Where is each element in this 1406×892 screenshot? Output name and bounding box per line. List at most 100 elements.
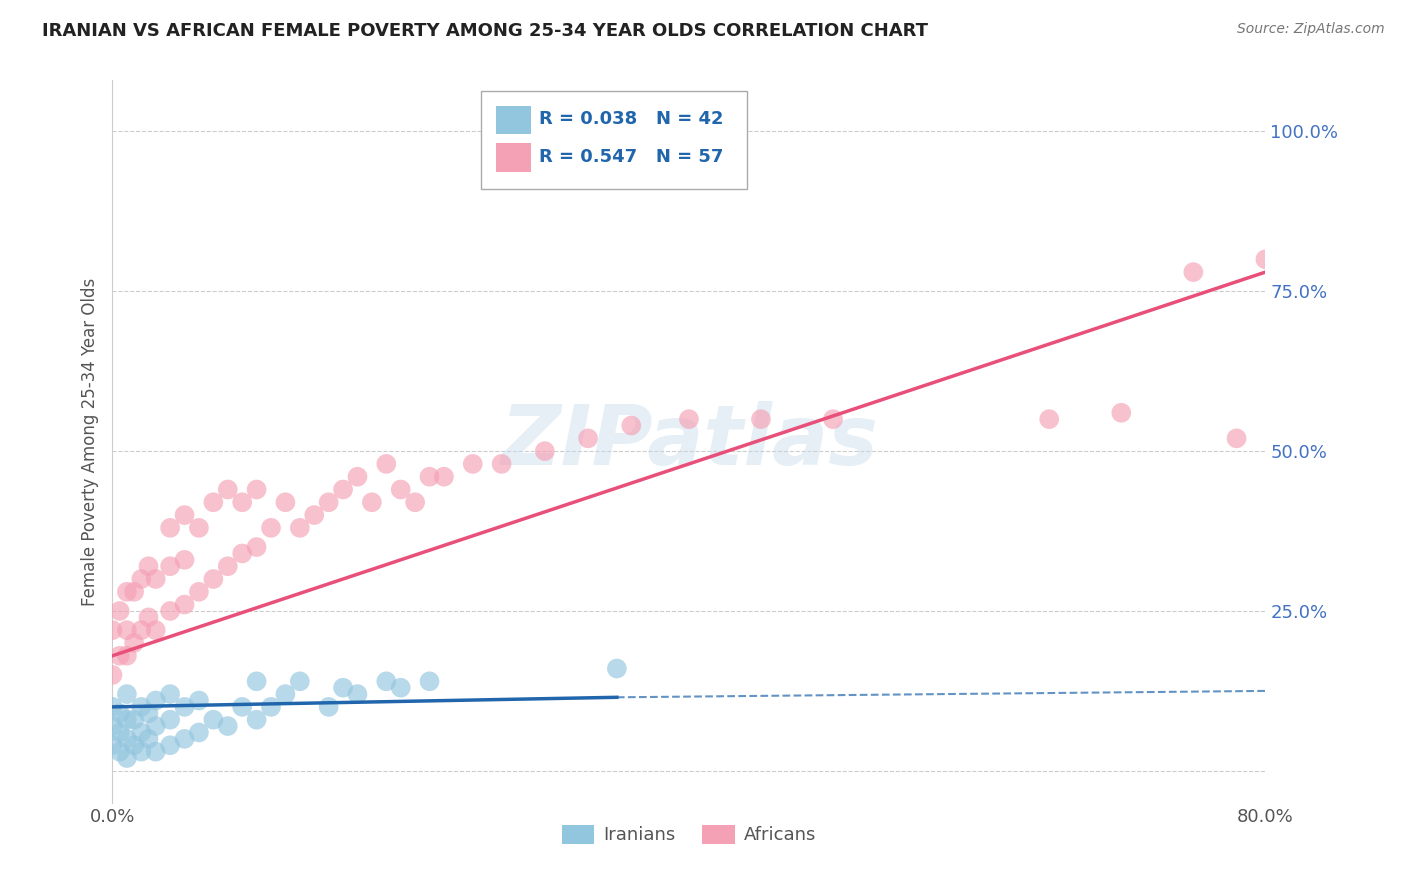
Point: [375, 674, 398, 689]
Point: [576, 431, 599, 445]
Point: [188, 584, 211, 599]
Point: [217, 719, 239, 733]
Point: [138, 559, 160, 574]
Point: [188, 725, 211, 739]
Point: [145, 693, 167, 707]
Point: [173, 598, 195, 612]
Point: [202, 495, 225, 509]
Point: [606, 661, 628, 675]
Point: [122, 713, 145, 727]
Point: [231, 546, 253, 560]
Point: [217, 559, 239, 574]
Point: [202, 713, 225, 727]
Point: [159, 559, 181, 574]
Point: [332, 681, 354, 695]
Point: [108, 648, 131, 663]
Point: [173, 731, 195, 746]
Legend: Iranians, Africans: Iranians, Africans: [554, 818, 824, 852]
Text: Source: ZipAtlas.com: Source: ZipAtlas.com: [1237, 22, 1385, 37]
Point: [138, 731, 160, 746]
Point: [145, 623, 167, 637]
Point: [1254, 252, 1277, 267]
Point: [115, 751, 138, 765]
Point: [217, 483, 239, 497]
Y-axis label: Female Poverty Among 25-34 Year Olds: Female Poverty Among 25-34 Year Olds: [80, 277, 98, 606]
Point: [346, 469, 368, 483]
Point: [821, 412, 844, 426]
Text: IRANIAN VS AFRICAN FEMALE POVERTY AMONG 25-34 YEAR OLDS CORRELATION CHART: IRANIAN VS AFRICAN FEMALE POVERTY AMONG …: [42, 22, 928, 40]
Point: [188, 521, 211, 535]
Text: R = 0.038   N = 42: R = 0.038 N = 42: [538, 111, 724, 128]
Point: [122, 584, 145, 599]
Point: [288, 674, 311, 689]
Point: [274, 687, 297, 701]
Point: [138, 706, 160, 721]
Point: [318, 699, 340, 714]
FancyBboxPatch shape: [496, 143, 531, 172]
Point: [129, 699, 153, 714]
Point: [304, 508, 326, 522]
Point: [159, 713, 181, 727]
Point: [108, 706, 131, 721]
Point: [534, 444, 557, 458]
Point: [115, 584, 138, 599]
Point: [159, 604, 181, 618]
Point: [101, 719, 124, 733]
Point: [419, 674, 441, 689]
FancyBboxPatch shape: [496, 105, 531, 135]
Point: [115, 623, 138, 637]
Point: [246, 713, 269, 727]
Point: [1226, 431, 1249, 445]
Point: [1111, 406, 1133, 420]
Point: [678, 412, 700, 426]
Point: [101, 738, 124, 752]
Point: [115, 687, 138, 701]
Point: [318, 495, 340, 509]
Point: [260, 521, 283, 535]
Point: [246, 540, 269, 554]
Point: [115, 648, 138, 663]
Point: [129, 745, 153, 759]
Point: [404, 495, 426, 509]
Point: [188, 693, 211, 707]
Point: [122, 636, 145, 650]
Point: [749, 412, 772, 426]
Point: [346, 687, 368, 701]
Point: [122, 738, 145, 752]
Point: [620, 418, 643, 433]
Point: [419, 469, 441, 483]
Point: [129, 572, 153, 586]
Point: [461, 457, 484, 471]
Point: [101, 668, 124, 682]
Point: [159, 521, 181, 535]
Point: [108, 725, 131, 739]
Point: [173, 699, 195, 714]
Point: [129, 623, 153, 637]
Point: [246, 674, 269, 689]
Point: [159, 738, 181, 752]
Point: [202, 572, 225, 586]
Point: [115, 731, 138, 746]
Point: [491, 457, 513, 471]
Point: [129, 725, 153, 739]
Point: [173, 508, 195, 522]
Point: [231, 699, 253, 714]
Point: [433, 469, 456, 483]
Point: [159, 687, 181, 701]
Point: [389, 483, 412, 497]
Point: [101, 623, 124, 637]
Point: [101, 699, 124, 714]
Point: [288, 521, 311, 535]
FancyBboxPatch shape: [481, 91, 747, 189]
Text: R = 0.547   N = 57: R = 0.547 N = 57: [538, 148, 724, 166]
Point: [138, 610, 160, 624]
Point: [145, 719, 167, 733]
Point: [231, 495, 253, 509]
Point: [375, 457, 398, 471]
Point: [145, 572, 167, 586]
Point: [360, 495, 382, 509]
Point: [246, 483, 269, 497]
Point: [108, 745, 131, 759]
Point: [274, 495, 297, 509]
Point: [389, 681, 412, 695]
